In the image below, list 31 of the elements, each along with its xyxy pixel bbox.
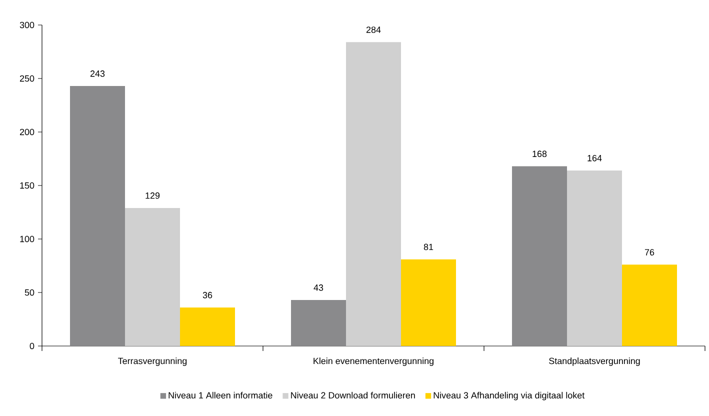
- bar: [346, 42, 402, 346]
- bar: [291, 300, 346, 346]
- bar: [512, 166, 568, 346]
- y-tick-label: 250: [20, 75, 34, 82]
- bar: [622, 264, 678, 346]
- bar: [567, 170, 622, 346]
- y-tick-label: 200: [20, 128, 34, 136]
- data-label: 284: [366, 26, 381, 33]
- data-label: 243: [90, 70, 105, 77]
- legend-label: Niveau 3 Afhandeling via digitaal loket: [434, 392, 585, 400]
- y-tick-label: 50: [24, 289, 34, 296]
- bar: [180, 307, 235, 346]
- x-tick-label: Terrasvergunning: [118, 358, 187, 366]
- y-tick-label: 100: [20, 236, 34, 242]
- legend-label: Niveau 2 Download formulieren: [291, 392, 415, 399]
- data-label: 76: [644, 249, 654, 256]
- data-label: 168: [532, 150, 547, 158]
- x-tick-label: Klein evenementenvergunning: [314, 358, 434, 366]
- y-tick-label: 0: [30, 342, 34, 350]
- bar: [125, 208, 180, 346]
- y-tick-label: 150: [20, 182, 34, 189]
- data-label: 129: [146, 192, 160, 199]
- data-label: 81: [424, 244, 434, 250]
- x-tick-label: Standplaatsvergunning: [549, 358, 640, 366]
- y-tick-label: 300: [20, 22, 34, 28]
- data-label: 43: [314, 284, 324, 291]
- legend-label: Niveau 1 Alleen informatie: [168, 392, 272, 399]
- data-label: 36: [202, 292, 212, 298]
- bar: [401, 259, 456, 346]
- bar: [70, 86, 125, 346]
- data-label: 164: [588, 154, 602, 162]
